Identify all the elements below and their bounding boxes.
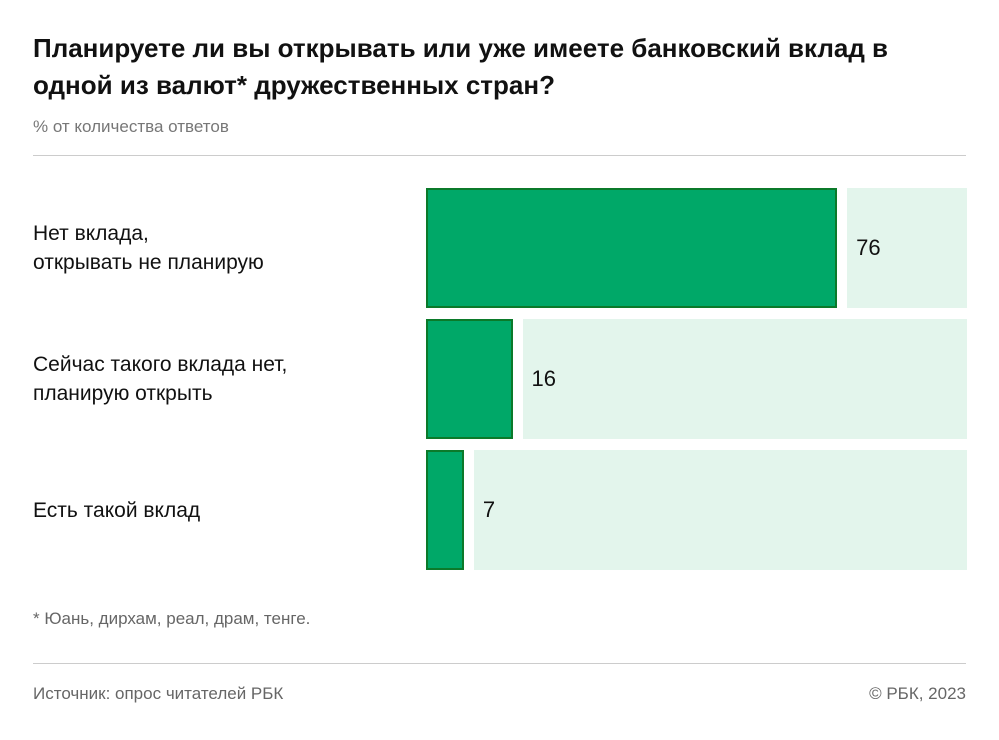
category-label: Нет вклада, открывать не планирую [33, 222, 264, 274]
bar-gap [837, 188, 848, 308]
bar-track: 7 [426, 450, 967, 570]
data-label: 7 [482, 497, 496, 522]
category-label: Сейчас такого вклада нет, планирую откры… [33, 353, 288, 405]
data-label: 76 [856, 235, 881, 260]
bar [426, 188, 838, 308]
chart-title: Планируете ли вы открывать или уже имеет… [33, 33, 889, 100]
bar-gap [512, 319, 523, 439]
footnote: * Юань, дирхам, реал, драм, тенге. [33, 609, 311, 628]
data-label: 16 [531, 366, 557, 391]
bar [426, 319, 513, 439]
source: Источник: опрос читателей РБК [33, 684, 284, 703]
bar-track: 16 [426, 319, 967, 439]
bar-gap [463, 450, 474, 570]
divider [33, 663, 966, 664]
copyright: © РБК, 2023 [869, 684, 966, 703]
divider [33, 155, 966, 156]
category-label: Есть такой вклад [33, 498, 201, 522]
bar [426, 450, 464, 570]
bar-track: 76 [426, 188, 967, 308]
chart-subtitle: % от количества ответов [33, 117, 229, 136]
